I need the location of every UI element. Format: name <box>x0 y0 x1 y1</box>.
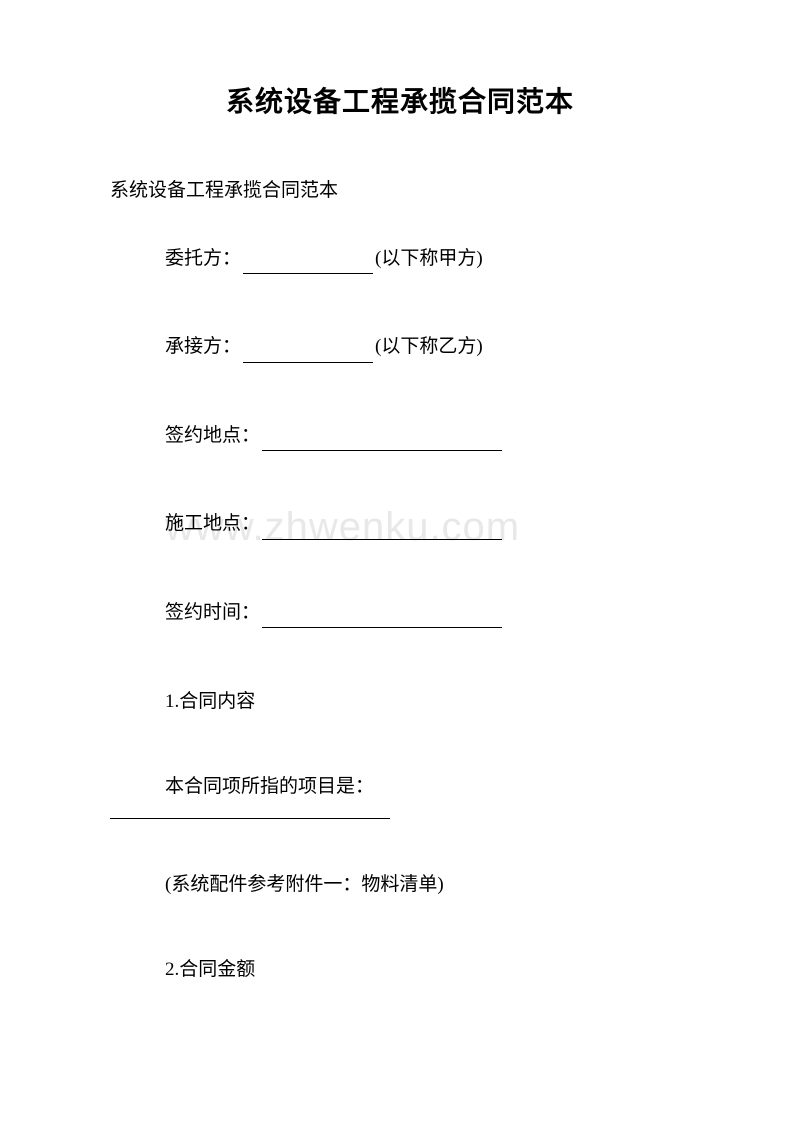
client-field: 委托方： (以下称甲方) <box>165 244 710 274</box>
client-blank <box>243 254 373 274</box>
sign-location-field: 签约地点： <box>165 421 710 451</box>
contractor-field: 承接方： (以下称乙方) <box>165 332 710 362</box>
client-label: 委托方： <box>165 248 241 269</box>
sign-time-blank <box>262 608 502 628</box>
document-page: 系统设备工程承揽合同范本 系统设备工程承揽合同范本 委托方： (以下称甲方) 承接… <box>0 0 800 1099</box>
work-location-field: 施工地点： <box>165 509 710 539</box>
document-subtitle: 系统设备工程承揽合同范本 <box>110 175 710 202</box>
attachment-note: (系统配件参考附件一：物料清单) <box>165 869 710 896</box>
sign-location-blank <box>262 431 502 451</box>
section-1-body: 本合同项所指的项目是： <box>165 771 710 798</box>
section-1-header: 1.合同内容 <box>165 686 710 713</box>
sign-time-label: 签约时间： <box>165 602 260 623</box>
document-title: 系统设备工程承揽合同范本 <box>90 80 710 120</box>
sign-location-label: 签约地点： <box>165 425 260 446</box>
contractor-label: 承接方： <box>165 336 241 357</box>
sign-time-field: 签约时间： <box>165 598 710 628</box>
contractor-blank <box>243 343 373 363</box>
project-blank-line <box>110 818 390 819</box>
work-location-label: 施工地点： <box>165 513 260 534</box>
client-suffix: (以下称甲方) <box>375 248 483 269</box>
work-location-blank <box>262 520 502 540</box>
section-2-header: 2.合同金额 <box>165 954 710 981</box>
contractor-suffix: (以下称乙方) <box>375 336 483 357</box>
